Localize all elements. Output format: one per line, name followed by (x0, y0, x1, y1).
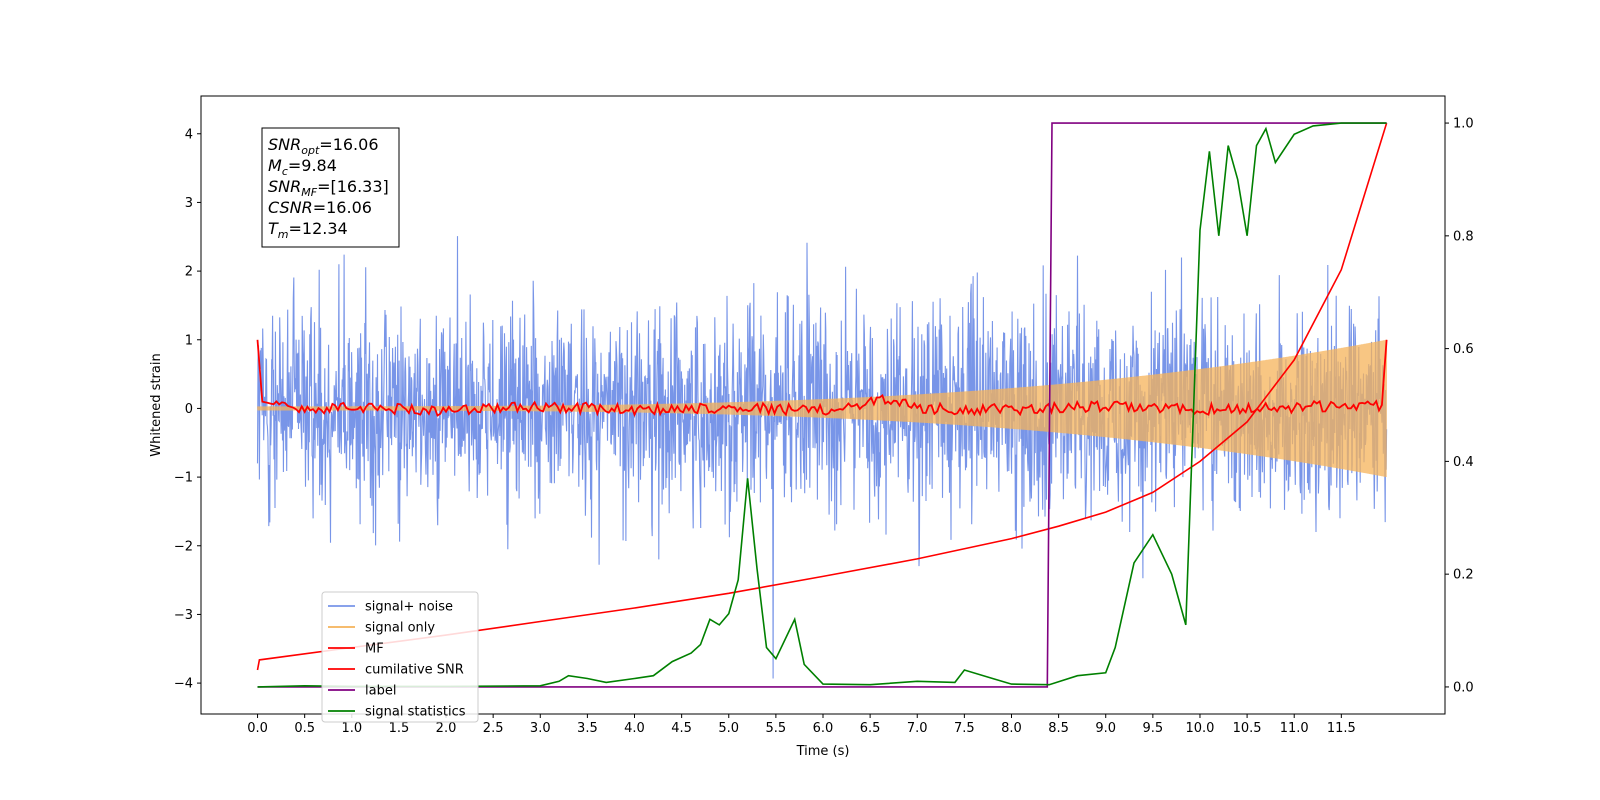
y-tick-label: 1 (185, 333, 193, 348)
annotation-frame (261, 127, 400, 248)
annotation-value: =16.06 (319, 135, 378, 154)
annotation-line: Mc=9.84 (268, 156, 337, 178)
x-tick-label: 1.5 (389, 721, 410, 736)
legend-entry-label: cumilative SNR (365, 663, 464, 678)
x-tick-label: 3.0 (530, 721, 551, 736)
annotation-box: SNRopt=16.06Mc=9.84SNRMF=[16.33]CSNR=16.… (261, 127, 400, 248)
x-tick-label: 9.5 (1143, 721, 1164, 736)
legend: signal+ noise signal only MF cumilative SNR… (321, 591, 479, 723)
annotation-line: CSNR=16.06 (268, 198, 372, 217)
y-tick-label: −2 (174, 539, 193, 554)
annotation-symbol: SNR (268, 177, 301, 196)
annotation-line: SNRMF=[16.33] (268, 177, 389, 199)
y-tick-label: −1 (174, 471, 193, 486)
x-tick-label: 5.5 (766, 721, 787, 736)
annotation-subscript: MF (301, 186, 317, 199)
x-tick-label: 4.5 (671, 721, 692, 736)
y-tick-label: 2 (185, 265, 193, 280)
legend-entry-label: signal+ noise (365, 600, 453, 615)
x-tick-label: 8.0 (1001, 721, 1022, 736)
x-tick-label: 2.0 (436, 721, 457, 736)
x-tick-label: 0.0 (247, 721, 268, 736)
annotation-symbol: M (268, 156, 282, 175)
x-tick-label: 6.0 (813, 721, 834, 736)
annotation-symbol: SNR (268, 135, 301, 154)
x-tick-label: 5.0 (718, 721, 739, 736)
series-label (257, 122, 1387, 688)
y2-tick-label: 0.6 (1453, 342, 1474, 357)
annotation-subscript: c (282, 165, 288, 178)
annotation-value: =16.06 (313, 198, 372, 217)
x-tick-label: 6.5 (860, 721, 881, 736)
legend-entry-label: MF (365, 642, 384, 657)
series-mf (256, 339, 1388, 418)
annotation-value: =12.34 (289, 219, 348, 238)
y-tick-label: 3 (185, 196, 193, 211)
annotation-symbol: CSNR (268, 198, 313, 217)
y2-tick-label: 0.4 (1453, 455, 1474, 470)
axes: 0.0 0.5 1.0 1.5 2.0 2.5 3.0 3.5 4.0 4.5 5.0 5.5 6.0 6… (174, 117, 1474, 736)
y2-tick-label: 0.8 (1453, 229, 1474, 244)
legend-frame (321, 591, 479, 723)
series-signal-statistics (257, 122, 1387, 688)
x-tick-label: 3.5 (577, 721, 598, 736)
y-tick-label: −4 (174, 677, 193, 692)
y2-tick-label: 0.2 (1453, 568, 1474, 583)
y-axis-label: Whitened strain (149, 353, 164, 456)
annotation-value: =9.84 (288, 156, 337, 175)
x-tick-label: 7.0 (907, 721, 928, 736)
x-tick-label: 11.0 (1280, 721, 1309, 736)
y2-tick-label: 1.0 (1453, 117, 1474, 132)
x-tick-label: 10.0 (1185, 721, 1214, 736)
x-tick-label: 0.5 (294, 721, 315, 736)
series-signal-only (257, 339, 1388, 478)
x-tick-label: 7.5 (954, 721, 975, 736)
y-tick-label: 4 (185, 127, 193, 142)
annotation-subscript: opt (301, 144, 320, 157)
x-tick-label: 8.5 (1048, 721, 1069, 736)
annotation-line: SNRopt=16.06 (268, 135, 379, 157)
series-signal-noise (256, 236, 1388, 679)
x-tick-label: 1.0 (341, 721, 362, 736)
x-tick-label: 2.5 (483, 721, 504, 736)
y-tick-label: −3 (174, 608, 193, 623)
x-axis-label: Time (s) (796, 744, 850, 759)
x-tick-label: 9.0 (1095, 721, 1116, 736)
annotation-value: =[16.33] (317, 177, 389, 196)
x-tick-label: 10.5 (1233, 721, 1262, 736)
legend-entry-label: label (365, 684, 396, 699)
y2-tick-label: 0.0 (1453, 680, 1474, 695)
annotation-line: Tm=12.34 (268, 219, 348, 241)
annotation-symbol: T (268, 219, 279, 238)
legend-entry-label: signal only (365, 621, 435, 636)
x-tick-label: 11.5 (1327, 721, 1356, 736)
annotation-subscript: m (278, 228, 289, 241)
y-tick-label: 0 (185, 402, 193, 417)
x-tick-label: 4.0 (624, 721, 645, 736)
legend-entry-label: signal statistics (365, 705, 466, 720)
